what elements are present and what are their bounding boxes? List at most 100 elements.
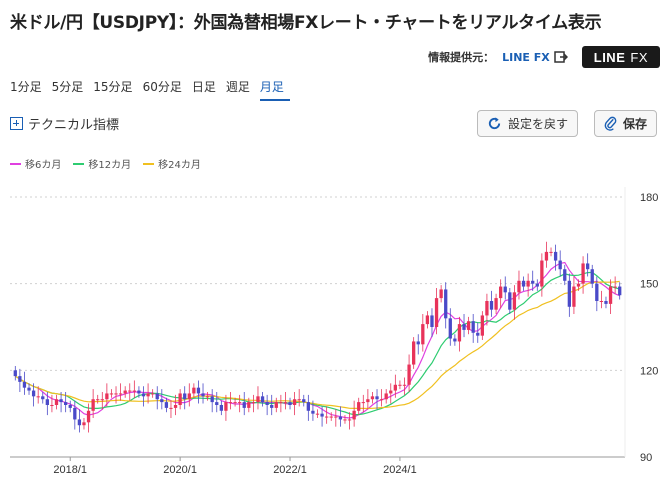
candle-body (187, 393, 191, 400)
candle-body (45, 399, 49, 405)
candle-body (590, 269, 594, 284)
candle-body (494, 298, 498, 310)
refresh-icon (488, 117, 501, 130)
external-link-icon (554, 51, 568, 63)
legend: 移6カ月 移12カ月 移24カ月 (10, 156, 201, 171)
candle-body (325, 416, 329, 418)
tab-6[interactable]: 月足 (259, 78, 290, 101)
tab-1[interactable]: 5分足 (51, 80, 84, 94)
legend-label: 移12カ月 (88, 160, 132, 171)
candle-body (224, 402, 228, 411)
candle-body (379, 399, 384, 401)
candle-body (347, 419, 352, 421)
candle-body (247, 402, 251, 408)
candle-body (141, 393, 146, 397)
candle-body (526, 280, 530, 287)
candle-body (343, 419, 347, 421)
candle-body (499, 286, 503, 299)
candle-body (205, 396, 210, 398)
save-label: 保存 (623, 117, 648, 131)
x-tick-label: 2024/1 (383, 464, 417, 476)
candle-body (334, 416, 338, 418)
candle-body (274, 402, 278, 408)
candle-body (41, 396, 45, 400)
candle-body (68, 405, 72, 408)
candle-body (260, 396, 265, 403)
candle-body (375, 396, 379, 400)
candle-body (489, 301, 494, 310)
plus-icon (10, 117, 23, 130)
candle-body (109, 393, 114, 395)
candle-body (128, 390, 132, 392)
candle-body (196, 387, 201, 394)
candle-body (476, 332, 480, 336)
candle-body (82, 422, 86, 426)
candle-body (558, 260, 562, 270)
candle-body (553, 251, 558, 261)
candle-body (572, 286, 576, 307)
tab-3[interactable]: 60分足 (142, 80, 182, 94)
x-tick-label: 2018/1 (53, 464, 87, 476)
reset-label: 設定を戻す (508, 117, 569, 131)
reset-settings-button[interactable]: 設定を戻す (477, 110, 579, 137)
provider-link-text[interactable]: LINE FX (502, 50, 550, 64)
candle-body (242, 402, 246, 408)
provider-info: 情報提供元： LINE FX LINE FX (428, 46, 660, 68)
candle-body (521, 280, 526, 287)
candle-body (311, 410, 315, 414)
candle-body (86, 410, 91, 423)
candle-body (384, 393, 388, 400)
y-tick-label: 90 (640, 452, 652, 464)
candle-body (370, 396, 375, 400)
candle-body (201, 393, 205, 397)
legend-item-0[interactable]: 移6カ月 (10, 156, 61, 171)
candle-body (288, 402, 292, 405)
candle-body (508, 292, 512, 310)
tab-4[interactable]: 日足 (191, 80, 216, 94)
candle-body (453, 338, 457, 342)
candle-body (416, 341, 420, 345)
page-title: 米ドル/円【USDJPY】：外国為替相場FXレート・チャートをリアルタイム表示 (10, 13, 602, 33)
candle-body (18, 376, 22, 382)
candle-body (27, 387, 31, 391)
candle-body (480, 315, 484, 336)
technical-indicator-button[interactable]: テクニカル指標 (10, 114, 119, 133)
candle-body (238, 402, 242, 404)
x-tick-label: 2020/1 (163, 464, 197, 476)
y-tick-label: 180 (640, 192, 658, 204)
candle-body (434, 298, 439, 327)
candle-body (361, 402, 365, 404)
candle-body (567, 280, 571, 307)
candle-body (302, 399, 306, 403)
legend-item-2[interactable]: 移24カ月 (143, 156, 201, 171)
candle-body (233, 402, 237, 404)
price-chart[interactable]: 90 120 150 180 2018/1 2020/1 2022/1 2024/1 (0, 180, 670, 479)
candle-body (64, 402, 68, 405)
candle-body (306, 402, 310, 411)
candle-body (279, 402, 283, 404)
tab-2[interactable]: 15分足 (93, 80, 133, 94)
legend-item-1[interactable]: 移12カ月 (73, 156, 131, 171)
candle-body (137, 390, 141, 394)
provider-link[interactable]: LINE FX (502, 51, 568, 64)
tab-0[interactable]: 1分足 (10, 80, 42, 94)
candle-body (393, 384, 397, 391)
candle-body (425, 315, 430, 325)
candle-body (96, 399, 100, 401)
candle-body (421, 324, 425, 345)
candle-body (407, 364, 411, 385)
line-fx-logo: LINE FX (581, 46, 660, 68)
candle-body (151, 393, 155, 395)
tab-5[interactable]: 週足 (225, 80, 250, 94)
candle-body (618, 286, 622, 296)
candle-body (352, 410, 356, 420)
candle-body (105, 393, 109, 400)
candle-body (146, 393, 150, 397)
candle-body (412, 341, 416, 365)
candle-body (50, 405, 54, 406)
candle-body (251, 402, 256, 404)
save-button[interactable]: 保存 (594, 110, 658, 137)
candle-body (439, 289, 443, 299)
candle-body (485, 301, 489, 316)
candle-body (31, 390, 36, 397)
